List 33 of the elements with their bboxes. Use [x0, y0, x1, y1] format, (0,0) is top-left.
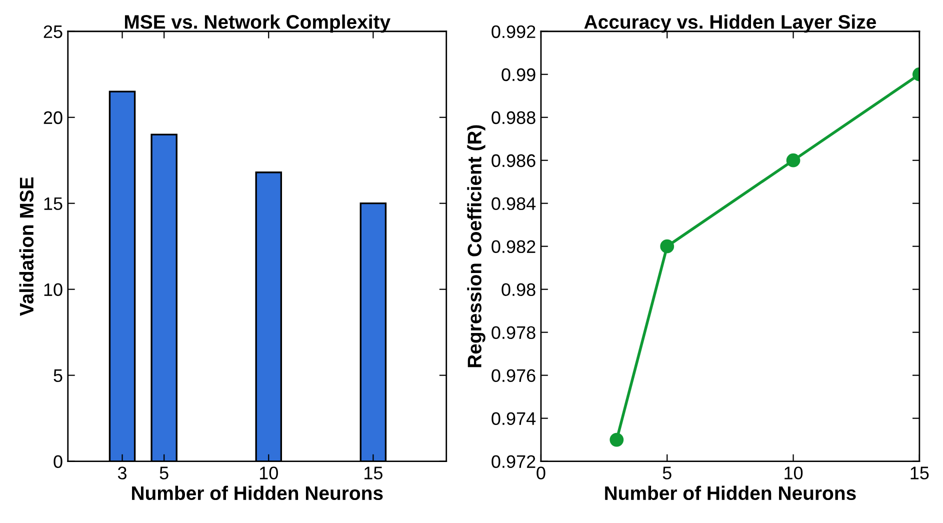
y-tick-label: 25: [44, 25, 62, 38]
y-tick-label: 15: [44, 197, 62, 210]
x-axis-title: Number of Hidden Neurons: [132, 486, 383, 500]
x-tick-label: 3: [118, 466, 126, 480]
y-tick-label: 0: [54, 455, 62, 468]
y-tick-label: 10: [44, 283, 62, 296]
y-tick-label: 0.984: [492, 197, 536, 210]
point: [610, 432, 624, 447]
y-tick-label: 5: [54, 369, 62, 382]
y-tick-label: 0.992: [492, 25, 536, 38]
y-tick-label: 0.98: [502, 283, 536, 296]
y-tick-label: 0.982: [492, 240, 536, 254]
y-tick-label: 0.99: [502, 68, 536, 82]
y-tick-label: 0.972: [492, 455, 536, 468]
y-tick-label: 0.978: [492, 326, 536, 340]
y-tick-label: 20: [44, 111, 62, 124]
x-tick-label: 10: [784, 466, 803, 480]
x-tick-label: 15: [364, 466, 382, 480]
x-tick-label: 5: [160, 466, 168, 480]
y-tick-label: 0.988: [492, 111, 536, 124]
y-axis-title: Regression Coefficient (R): [467, 125, 486, 368]
y-tick-label: 0.986: [492, 154, 536, 168]
y-tick-label: 0.976: [492, 369, 536, 382]
x-tick-label: 10: [260, 466, 278, 480]
point: [660, 239, 674, 254]
x-axis-title: Number of Hidden Neurons: [605, 486, 856, 500]
chart-title: Accuracy vs. Hidden Layer Size: [584, 14, 876, 33]
chart-title: MSE vs. Network Complexity: [124, 14, 390, 33]
x-tick-label: 15: [910, 466, 929, 480]
x-tick-label: 5: [662, 466, 672, 480]
y-axis-title: Validation MSE: [19, 177, 34, 316]
y-tick-label: 0.974: [492, 412, 536, 426]
x-tick-label: 0: [536, 466, 546, 480]
